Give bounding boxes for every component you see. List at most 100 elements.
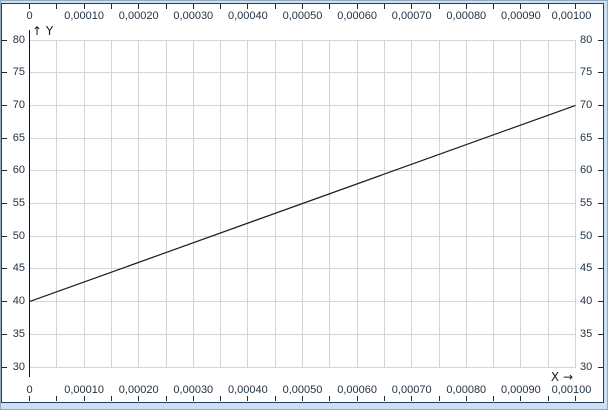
v-gridline (520, 40, 522, 367)
y-tick-label-left: 80 (12, 33, 25, 46)
y-tick-label-left: 45 (12, 262, 25, 275)
y-tick-mark-left (2, 137, 7, 139)
x-tick-mark-bottom (547, 396, 549, 401)
x-tick-mark-top (383, 4, 385, 9)
v-gridline (165, 40, 167, 367)
y-tick-mark-right (598, 170, 603, 172)
plot-canvas[interactable]: 0 0 0,00010 0,00010 0,00020 0,00020 0,00030 0,0… (1, 3, 604, 403)
v-gridline (575, 40, 576, 367)
x-tick-mark-top (29, 4, 30, 9)
v-gridline (329, 40, 331, 367)
x-tick-mark-bottom (274, 396, 276, 401)
h-gridline (29, 366, 576, 368)
y-tick-mark-right (598, 366, 603, 368)
x-tick-mark-top (438, 4, 440, 9)
y-tick-mark-left (2, 104, 7, 106)
v-gridline (220, 40, 222, 367)
x-tick-mark-bottom (575, 396, 576, 401)
y-tick-label-right: 35 (580, 327, 593, 340)
x-tick-label-top: 0,00100 (551, 10, 592, 22)
y-tick-mark-left (2, 301, 7, 303)
x-tick-mark-top (575, 4, 576, 9)
x-tick-label-bottom: 0,00030 (173, 384, 214, 396)
y-tick-label-right: 60 (580, 164, 593, 177)
x-tick-mark-bottom (138, 396, 140, 401)
x-tick-mark-top (465, 4, 467, 9)
y-tick-mark-left (2, 170, 7, 172)
x-tick-label-bottom: 0 (26, 384, 33, 396)
x-tick-mark-bottom (29, 396, 30, 401)
x-tick-label-top: 0 (26, 10, 33, 22)
v-gridline (465, 40, 467, 367)
x-tick-mark-bottom (83, 396, 85, 401)
y-tick-label-left: 65 (12, 131, 25, 144)
x-tick-label-top: 0,00010 (64, 10, 104, 22)
v-gridline (356, 40, 358, 367)
y-tick-label-left: 60 (12, 164, 25, 177)
v-gridline (274, 40, 276, 367)
x-tick-mark-top (83, 4, 85, 9)
x-tick-mark-top (411, 4, 413, 9)
x-tick-mark-bottom (520, 396, 522, 401)
y-tick-label-left: 50 (12, 229, 25, 242)
v-gridline (83, 40, 85, 367)
x-tick-mark-bottom (356, 396, 358, 401)
x-tick-mark-bottom (438, 396, 440, 401)
x-tick-mark-bottom (247, 396, 249, 401)
x-tick-label-top: 0,00040 (228, 10, 268, 22)
v-gridline (493, 40, 495, 367)
x-tick-label-top: 0,00060 (337, 10, 377, 22)
v-gridline (110, 40, 112, 367)
x-tick-mark-top (220, 4, 222, 9)
x-tick-mark-top (192, 4, 194, 9)
y-axis-line (29, 30, 30, 377)
x-tick-label-bottom: 0,00020 (118, 384, 159, 396)
y-tick-mark-right (598, 235, 603, 237)
x-tick-mark-top (247, 4, 249, 9)
x-tick-mark-bottom (192, 396, 194, 401)
x-tick-mark-bottom (56, 396, 58, 401)
x-tick-label-top: 0,00050 (282, 10, 323, 22)
x-tick-mark-top (138, 4, 140, 9)
x-tick-mark-bottom (493, 396, 495, 401)
y-tick-label-left: 70 (12, 98, 25, 111)
x-tick-mark-bottom (220, 396, 222, 401)
x-tick-label-top: 0,00080 (446, 10, 487, 22)
y-tick-mark-right (598, 137, 603, 139)
x-tick-mark-top (493, 4, 495, 9)
y-tick-label-right: 80 (580, 33, 593, 46)
x-axis-caption: X → (550, 370, 573, 384)
y-tick-mark-right (598, 72, 603, 74)
y-axis-caption: ↑ Y (32, 24, 54, 38)
x-tick-mark-bottom (110, 396, 112, 401)
x-tick-label-top: 0,00020 (118, 10, 159, 22)
x-tick-mark-top (56, 4, 58, 9)
v-gridline (138, 40, 140, 367)
y-tick-label-right: 30 (580, 360, 593, 373)
y-tick-label-right: 50 (580, 229, 593, 242)
x-tick-mark-top (520, 4, 522, 9)
x-tick-mark-bottom (329, 396, 331, 401)
y-tick-label-left: 55 (12, 197, 25, 209)
x-tick-mark-top (547, 4, 549, 9)
x-tick-label-bottom: 0,00010 (64, 384, 104, 396)
v-gridline (547, 40, 549, 367)
y-tick-mark-left (2, 72, 7, 74)
y-tick-mark-right (598, 104, 603, 106)
x-tick-mark-bottom (465, 396, 467, 401)
y-tick-label-right: 70 (580, 98, 593, 111)
x-tick-label-top: 0,00070 (391, 10, 432, 22)
y-tick-label-right: 75 (580, 66, 593, 79)
y-tick-mark-right (598, 333, 603, 335)
x-tick-mark-bottom (411, 396, 413, 401)
v-gridline (383, 40, 385, 367)
x-tick-mark-top (110, 4, 112, 9)
x-tick-label-bottom: 0,00080 (446, 384, 487, 396)
y-tick-mark-right (598, 301, 603, 303)
x-tick-label-bottom: 0,00070 (391, 384, 432, 396)
x-tick-mark-top (302, 4, 303, 9)
x-tick-mark-bottom (165, 396, 167, 401)
x-tick-label-top: 0,00090 (501, 10, 541, 22)
v-gridline (56, 40, 58, 367)
y-tick-label-right: 65 (580, 131, 593, 144)
